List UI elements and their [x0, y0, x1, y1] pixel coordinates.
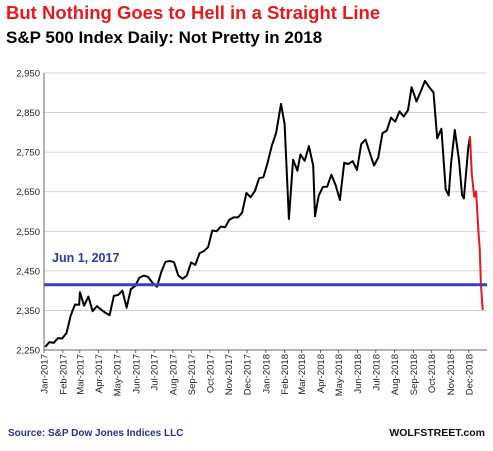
x-tick-label: Jun-2018: [353, 354, 364, 394]
x-tick-label: Sep-2017: [187, 354, 198, 395]
x-tick-label: Aug-2017: [168, 354, 179, 395]
y-tick-label: 2,450: [16, 266, 40, 277]
x-tick-label: Jan-2018: [261, 354, 272, 394]
x-tick-label: Jun-2017: [131, 354, 142, 394]
y-tick-label: 2,650: [16, 187, 40, 198]
x-tick-label: Jul-2018: [371, 354, 382, 390]
y-axis: 2,250 2,350 2,450 2,550 2,650 2,750 2,850 2,950: [16, 69, 45, 357]
x-tick-label: Dec-2018: [464, 354, 475, 395]
series-line-1: [44, 79, 471, 348]
x-tick-label: Apr-2018: [316, 354, 327, 393]
reference-label: Jun 1, 2017: [52, 251, 119, 265]
reference-group: Jun 1, 2017: [44, 251, 487, 287]
y-tick-label: 2,250: [16, 346, 40, 357]
x-tick-label: Apr-2017: [94, 354, 105, 393]
series-line-2: [469, 136, 484, 311]
x-tick-label: Oct-2017: [205, 354, 216, 393]
x-tick-label: May-2017: [112, 354, 123, 396]
series-lines: [44, 79, 484, 348]
source-note: Source: S&P Dow Jones Indices LLC: [8, 428, 183, 439]
x-tick-label: May-2018: [334, 354, 345, 396]
y-tick-label: 2,850: [16, 108, 40, 119]
x-tick-label: Jan-2017: [40, 354, 51, 394]
chart-subtitle: S&P 500 Index Daily: Not Pretty in 2018: [6, 28, 323, 47]
x-tick-label: Sep-2018: [409, 354, 420, 395]
y-tick-label: 2,750: [16, 148, 40, 159]
x-axis: Jan-2017 Feb-2017 Mar-2017 Apr-2017 May-2017…: [40, 349, 487, 396]
x-tick-label: Dec-2017: [242, 354, 253, 395]
chart-title: But Nothing Goes to Hell in a Straight L…: [6, 2, 381, 23]
x-tick-label: Feb-2018: [280, 354, 291, 395]
y-tick-label: 2,950: [16, 69, 40, 80]
x-tick-label: Jul-2017: [149, 354, 160, 390]
brand-label: WOLFSTREET.com: [389, 427, 485, 439]
x-tick-label: Mar-2017: [75, 354, 86, 395]
x-tick-label: Feb-2017: [58, 354, 69, 395]
y-tick-label: 2,350: [16, 306, 40, 317]
x-tick-label: Oct-2018: [427, 354, 438, 393]
y-tick-label: 2,550: [16, 227, 40, 238]
x-tick-label: Aug-2018: [390, 354, 401, 395]
x-tick-label: Nov-2018: [446, 354, 457, 395]
x-tick-label: Nov-2017: [224, 354, 235, 395]
x-tick-label: Mar-2018: [297, 354, 308, 395]
